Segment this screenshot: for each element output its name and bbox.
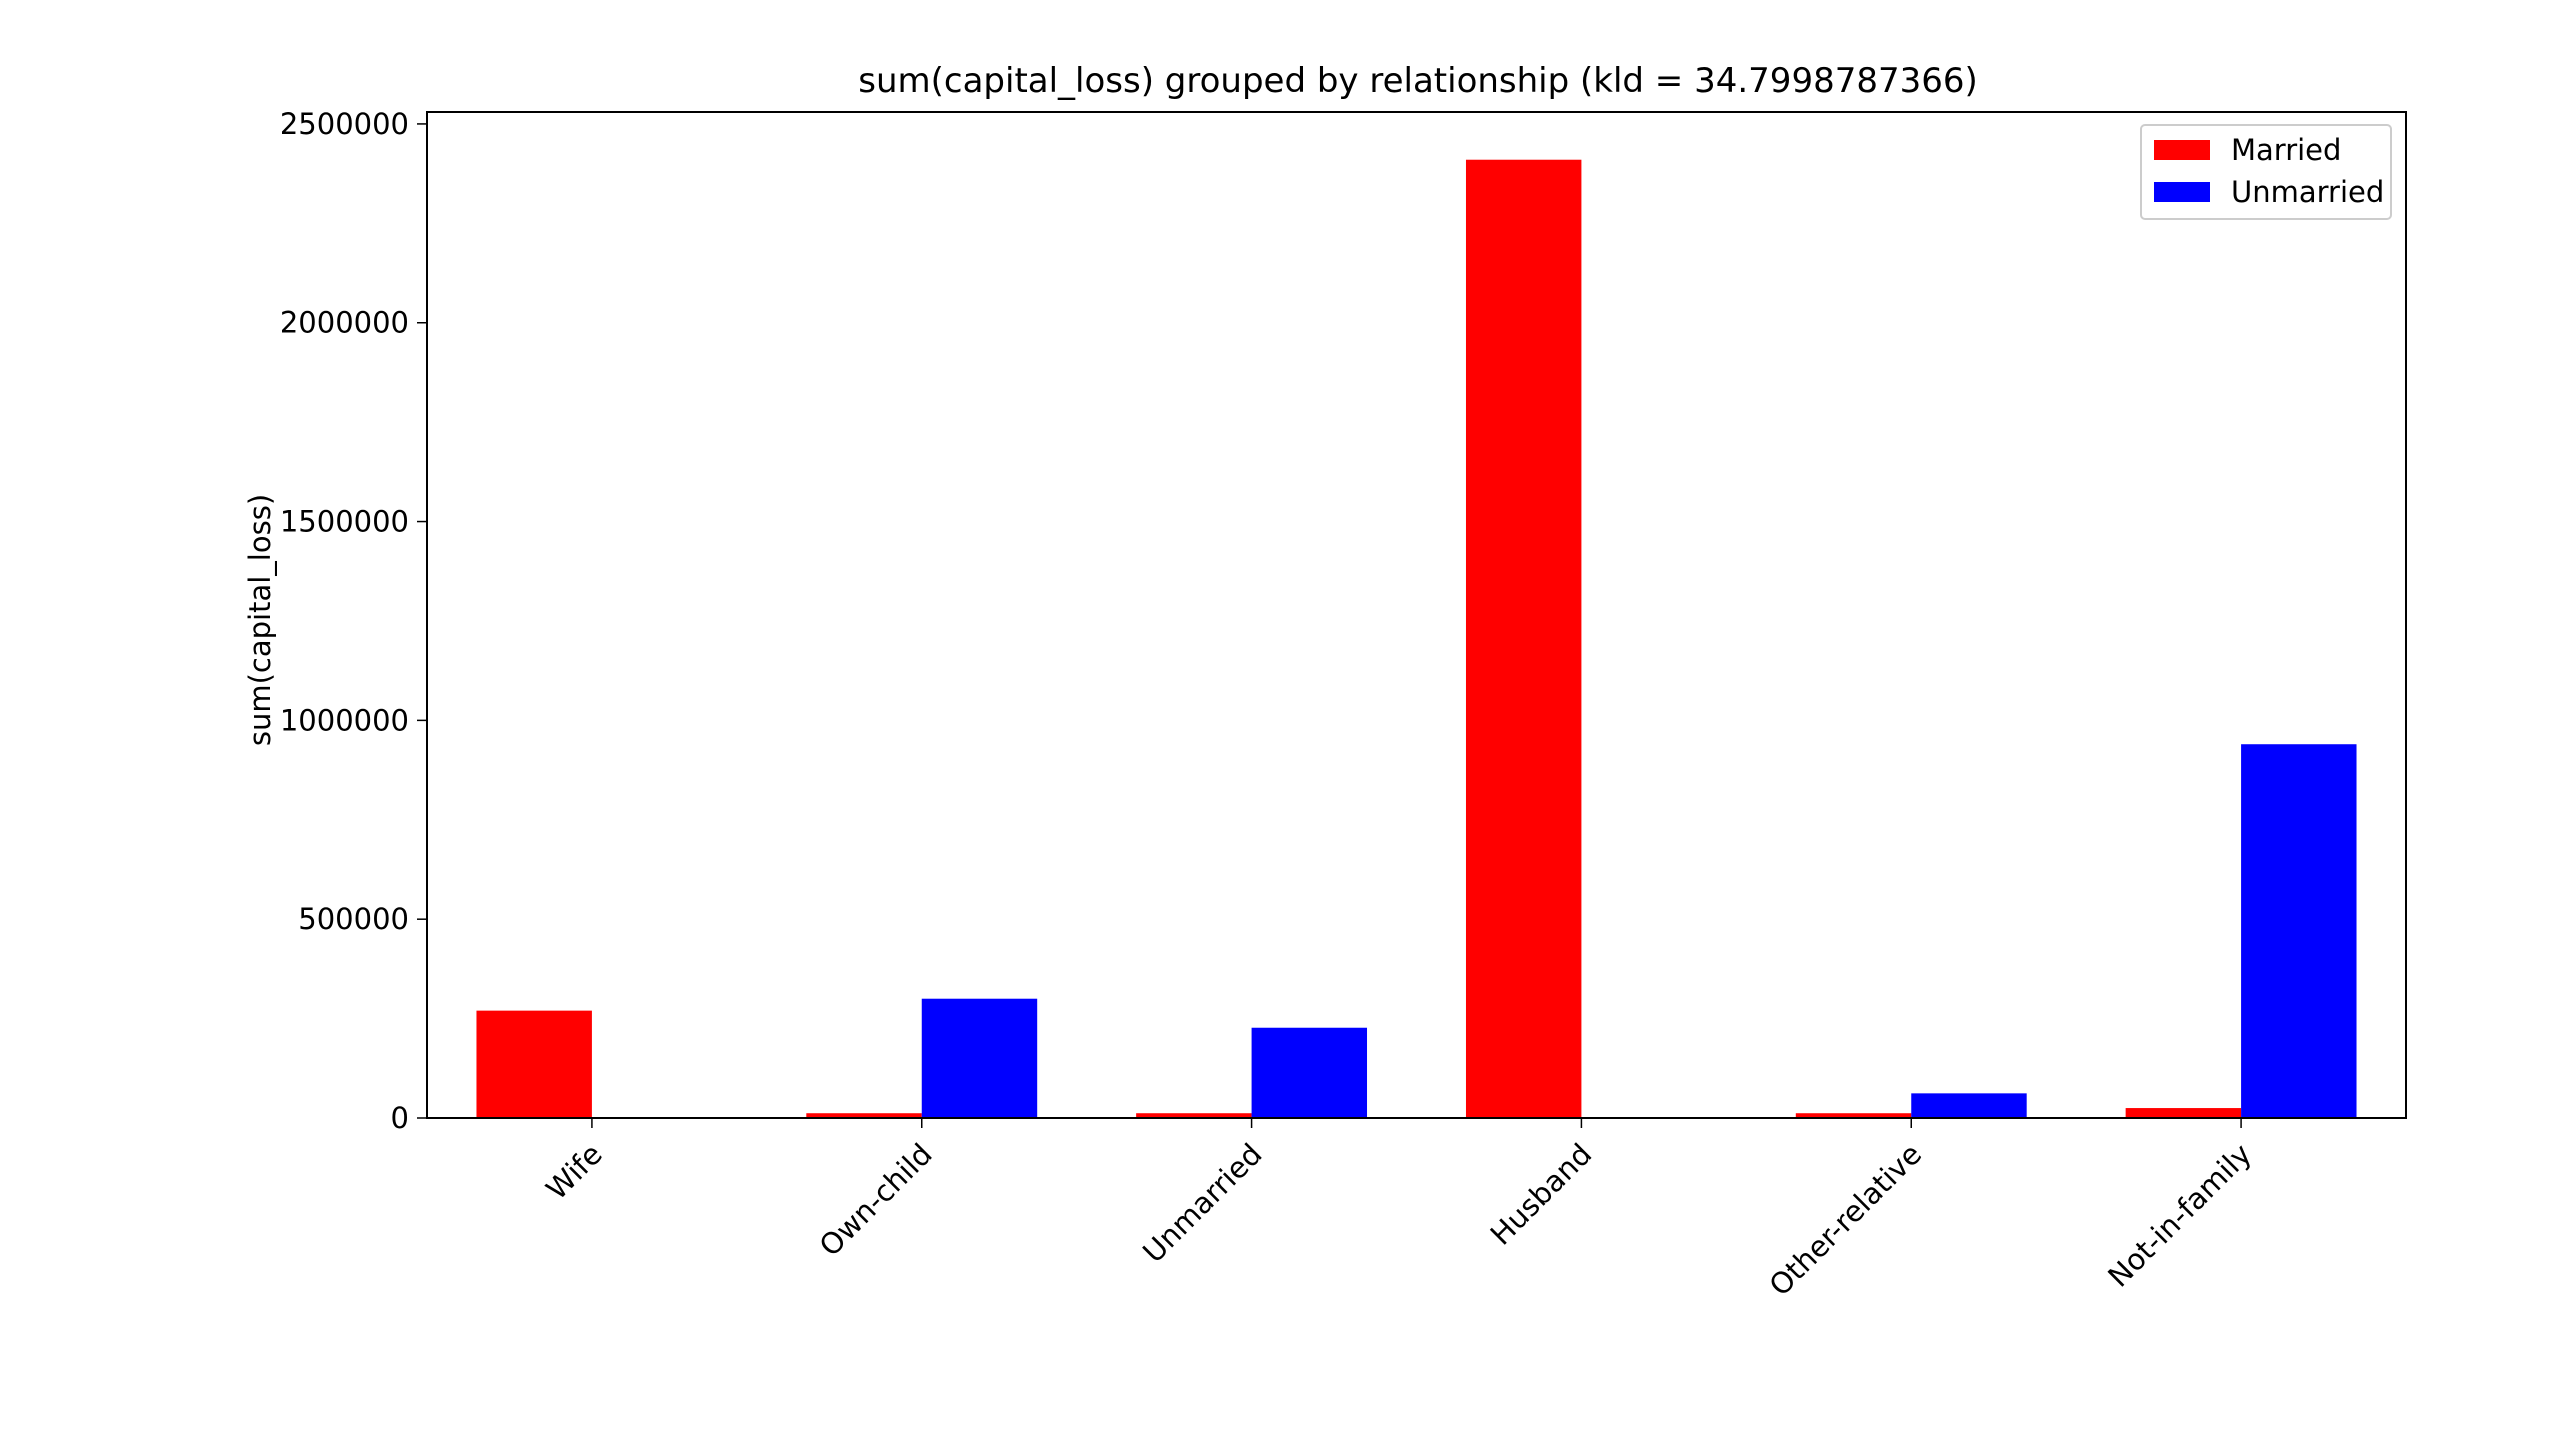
bar-unmarried-own-child xyxy=(921,998,1038,1118)
y-tick-label: 1000000 xyxy=(280,703,409,737)
y-axis-label: sum(capital_loss) xyxy=(243,494,277,746)
x-tick-label: Not-in-family xyxy=(2101,1137,2258,1294)
y-tick-label: 2000000 xyxy=(280,306,409,340)
chart-title: sum(capital_loss) grouped by relationshi… xyxy=(858,61,1978,101)
bar-married-husband xyxy=(1465,159,1582,1119)
plot-area: Wife Own-child Unmarried Husband Other-relat… xyxy=(280,107,2407,1303)
legend-swatch-married xyxy=(2154,140,2210,160)
bar-unmarried-other-relative xyxy=(1911,1093,2027,1118)
x-tick-label: Wife xyxy=(539,1137,608,1206)
axes-frame xyxy=(426,111,2407,1119)
x-tick-label: Other-relative xyxy=(1763,1137,1929,1303)
legend-label-unmarried: Unmarried xyxy=(2231,175,2384,209)
legend-swatch-unmarried xyxy=(2154,182,2210,202)
bar-married-other-relative xyxy=(1795,1113,1912,1118)
bar-married-unmarried xyxy=(1136,1113,1252,1118)
y-tick-label: 500000 xyxy=(298,902,409,936)
bar-married-wife xyxy=(476,1010,592,1118)
legend: Married Unmarried xyxy=(2140,124,2392,220)
bar-married-not-in-family xyxy=(2125,1108,2242,1118)
y-tick-label: 0 xyxy=(391,1101,409,1135)
legend-label-married: Married xyxy=(2231,133,2341,167)
y-tick-label: 1500000 xyxy=(280,505,409,539)
x-tick-label: Husband xyxy=(1484,1137,1599,1252)
x-tick-label: Unmarried xyxy=(1136,1137,1268,1269)
x-tick-label: Own-child xyxy=(813,1137,939,1263)
bar-married-own-child xyxy=(806,1113,922,1118)
bar-unmarried-unmarried xyxy=(1251,1027,1368,1118)
bar-unmarried-not-in-family xyxy=(2241,744,2357,1118)
y-tick-label: 2500000 xyxy=(280,107,409,141)
